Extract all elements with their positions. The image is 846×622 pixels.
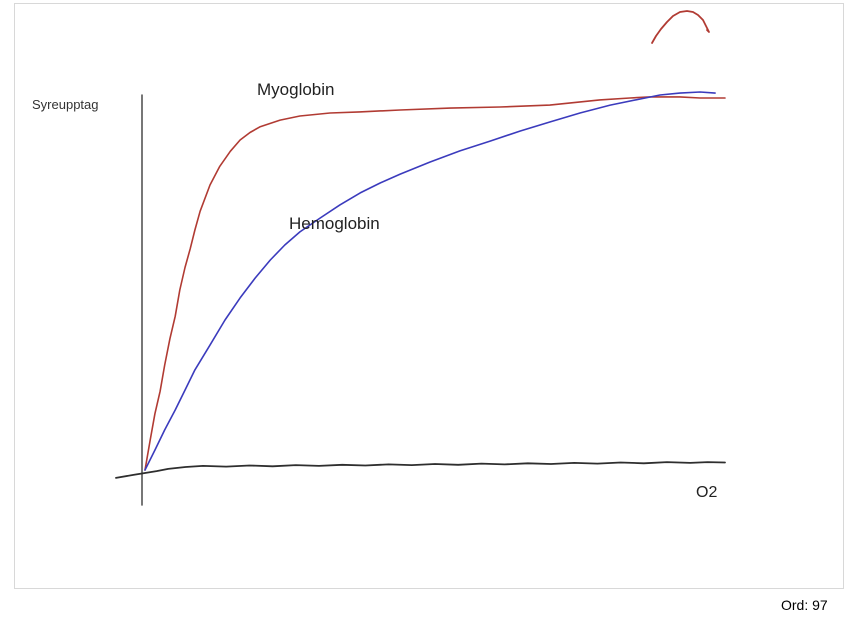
hemoglobin-label: Hemoglobin	[289, 214, 380, 233]
word-count-status[interactable]: Ord: 97	[781, 597, 828, 613]
x-axis-label: O2	[696, 484, 718, 501]
drawing-canvas[interactable]	[14, 3, 844, 589]
myoglobin-label: Myoglobin	[257, 80, 335, 99]
y-axis-label: Syreupptag	[32, 97, 99, 112]
